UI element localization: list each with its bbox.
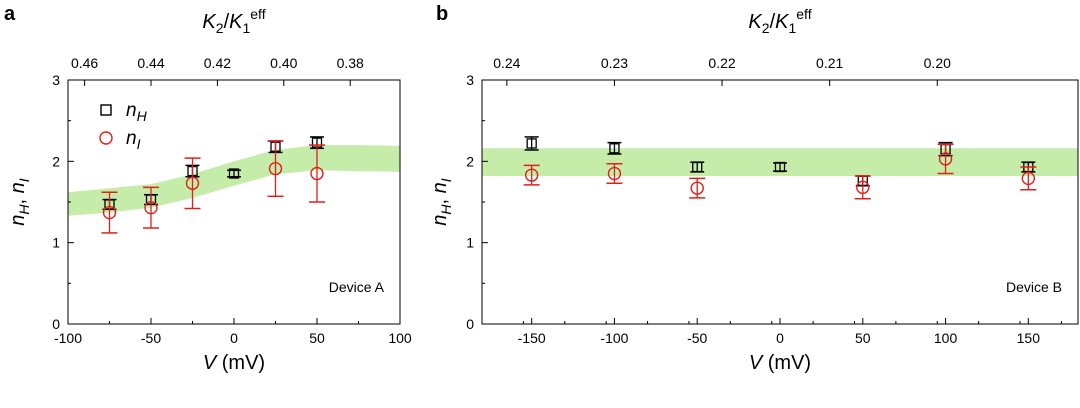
nH-point: [526, 138, 537, 149]
nI-point: [310, 166, 324, 181]
y-tick-label: 1: [52, 235, 60, 251]
x-tick-label: -50: [687, 330, 707, 346]
plot-frame: [481, 79, 1079, 325]
panel-letter-a: a: [4, 3, 16, 25]
x-axis-label: V (mV): [749, 352, 811, 374]
x-tick-label: 50: [855, 330, 871, 346]
nI-point: [524, 168, 539, 182]
nI-point: [607, 166, 622, 181]
legend-nH-marker: [100, 104, 112, 116]
nI-point: [144, 200, 158, 215]
x-tick-label: -50: [141, 330, 161, 346]
confidence-band: [68, 145, 400, 216]
nI-point: [856, 180, 870, 195]
x-tick-label: 50: [309, 330, 325, 346]
legend-nI-marker: [99, 131, 113, 145]
x-tick-label: 100: [388, 330, 412, 346]
x-tick-label: -100: [600, 330, 628, 346]
x-tick-label: 0: [776, 330, 784, 346]
panel-b-chart: -150 -100 -50 0 50 100 150 0 1 2 3 0.24 0.23 0.22 0.21…: [429, 6, 1079, 374]
y-axis-label: nH, nI: [429, 178, 454, 226]
y-axis-label: nH, nI: [7, 178, 32, 226]
top-tick-label: 0.42: [204, 55, 231, 71]
device-label: Device B: [1006, 279, 1062, 295]
x-tick-label: -150: [518, 330, 546, 346]
top-tick-label: 0.46: [71, 55, 98, 71]
nH-point: [692, 161, 703, 173]
nH-point: [609, 143, 620, 154]
y-tick-label: 2: [466, 153, 474, 169]
nH-point: [228, 168, 240, 179]
top-tick-label: 0.44: [137, 55, 164, 71]
y-tick-label: 3: [52, 72, 60, 88]
nI-point: [102, 205, 117, 220]
y-tick-label: 0: [466, 316, 474, 332]
top-tick-label: 0.38: [337, 55, 364, 71]
top-tick-label: 0.23: [601, 55, 628, 71]
device-label: Device A: [329, 279, 385, 295]
top-tick-label: 0.40: [270, 55, 297, 71]
panel-letter-b: b: [436, 3, 448, 25]
x-tick-label: -100: [54, 330, 82, 346]
y-tick-label: 1: [466, 235, 474, 251]
top-tick-label: 0.22: [708, 55, 735, 71]
legend-nH-label: nH: [126, 100, 148, 124]
x-tick-label: 0: [230, 330, 238, 346]
y-tick-label: 3: [466, 72, 474, 88]
top-tick-label: 0.20: [924, 55, 951, 71]
legend-nI-label: nI: [126, 128, 141, 152]
y-tick-label: 0: [52, 316, 60, 332]
nI-point: [690, 181, 704, 195]
top-axis-label: K2/K1eff: [748, 6, 811, 36]
nI-point: [938, 152, 953, 166]
y-tick-label: 2: [52, 153, 60, 169]
x-axis-label: V (mV): [203, 352, 265, 374]
x-tick-label: 150: [1017, 330, 1041, 346]
top-tick-label: 0.24: [493, 55, 520, 71]
top-tick-label: 0.21: [816, 55, 843, 71]
top-axis-label: K2/K1eff: [202, 6, 265, 36]
panel-a-chart: -100 -50 0 50 100 0 1 2 3 0.46 0.44 0.42 0.40 0.38 V (…: [7, 6, 412, 374]
nI-point: [268, 161, 283, 176]
nI-point: [1021, 171, 1036, 186]
nI-point: [185, 176, 200, 190]
nH-point: [774, 161, 786, 173]
x-tick-label: 100: [934, 330, 958, 346]
